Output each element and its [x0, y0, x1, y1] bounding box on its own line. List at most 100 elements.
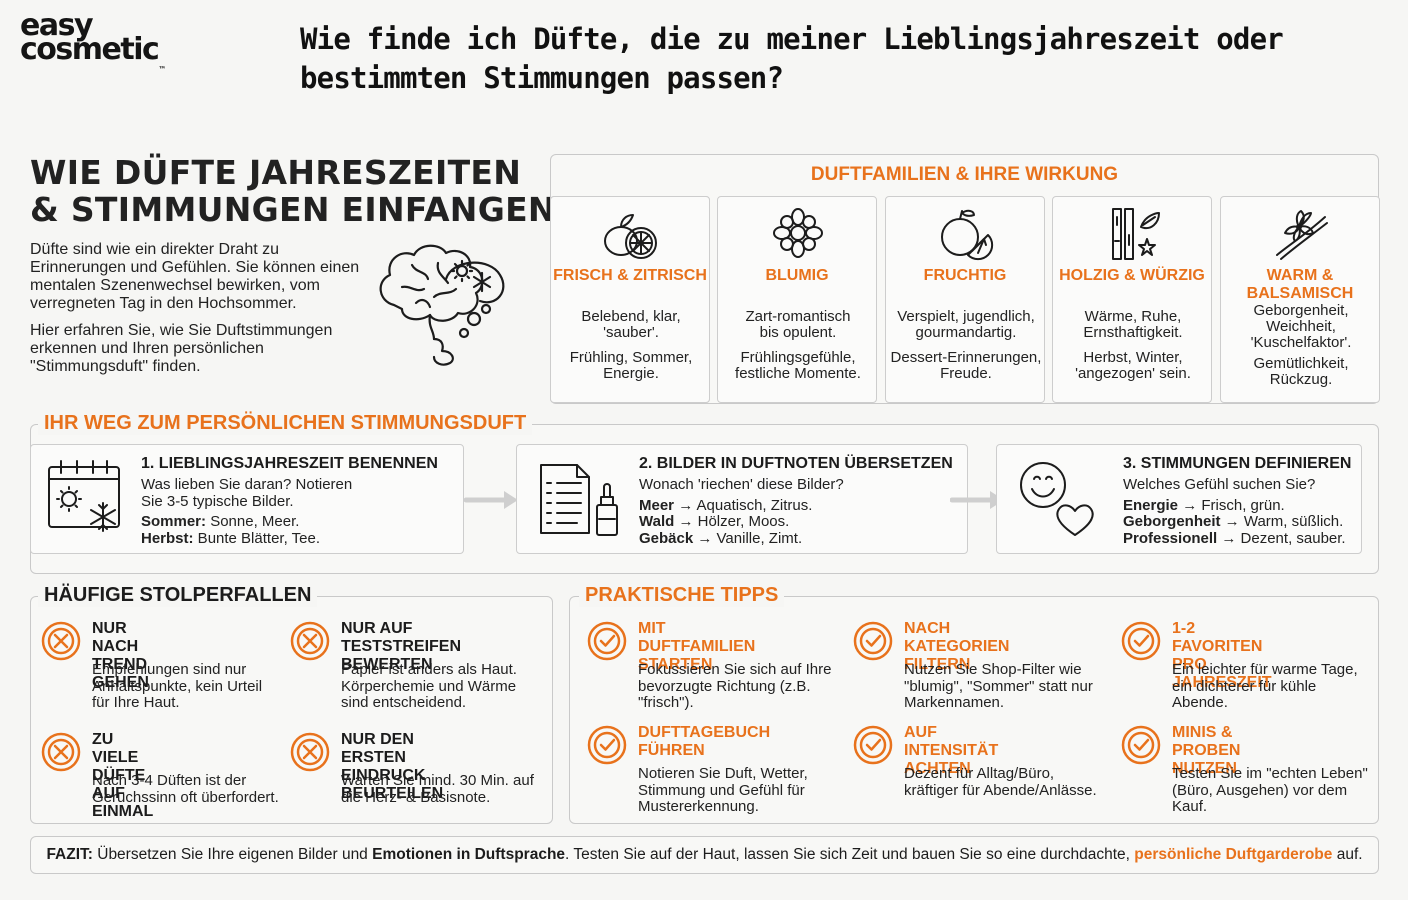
document-bottle-icon: [540, 464, 618, 536]
pitfall-title: ZU VIELE DÜFTE AUF EINMAL: [92, 731, 153, 821]
x-circle-icon: [41, 732, 81, 772]
tips-title: PRAKTISCHE TIPPS: [579, 584, 785, 607]
example-key: Gebäck: [639, 529, 694, 547]
pitfall-title-line: AUF EINMAL: [92, 785, 154, 820]
pitfall-title-line: NUR DEN ERSTEN: [341, 731, 414, 766]
tip-title: MINIS & PROBEN NUTZEN: [1172, 724, 1240, 778]
pitfall-title-line: GEHEN: [92, 674, 149, 691]
pitfall-line: Körperchemie und Wärme: [341, 677, 517, 695]
tip-title-line: NUTZEN: [1172, 760, 1237, 777]
family-name: FRISCH & ZITRISCH: [553, 267, 707, 284]
step-title: 2. BILDER IN DUFTNOTEN ÜBERSETZEN: [639, 455, 953, 472]
logo-line2: cosmetic™: [20, 35, 166, 75]
x-circle-icon: [290, 621, 330, 661]
tip-line: Kauf.: [1172, 798, 1208, 815]
family-season: Frühlingsgefühle, festliche Momente.: [735, 349, 861, 382]
pitfall-title-line: BEWERTEN: [341, 656, 433, 673]
tip-line: (Büro, Ausgehen) vor dem: [1172, 781, 1348, 799]
hero-title-line1: WIE DÜFTE JAHRESZEITEN: [30, 153, 522, 192]
tip-line: bevorzugte Richtung (z.B.: [638, 677, 811, 695]
family-card-fresh-citrus: FRISCH & ZITRISCH Belebend, klar, 'saube…: [550, 196, 710, 403]
family-card-warm-balsamic: WARM & BALSAMISCH Geborgenheit, Weichhei…: [1220, 196, 1380, 403]
brain-nose-icon: [379, 244, 505, 366]
tip-line: Stimmung und Gefühl für: [638, 781, 805, 799]
example-value: → Aquatisch, Zitrus.: [674, 496, 813, 514]
example-key: Sommer:: [141, 513, 207, 530]
conclusion-text: auf.: [1332, 846, 1363, 863]
step-example: Herbst: Bunte Blätter, Tee.: [141, 529, 352, 548]
page-question: Wie finde ich Düfte, die zu meiner Liebl…: [300, 22, 1284, 95]
example-value: Sonne, Meer.: [206, 513, 300, 530]
pitfall-line: Empfehlungen sind nur: [92, 661, 247, 678]
conclusion-emphasis: Emotionen in Duftsprache: [372, 846, 566, 863]
vanilla-icon: [1276, 210, 1328, 260]
tip-text: Testen Sie im "echten Leben" (Büro, Ausge…: [1172, 765, 1372, 816]
tip-line: ein dichterer für kühle: [1172, 677, 1317, 695]
conclusion-text: . Testen Sie auf der Haut, lassen Sie si…: [565, 846, 1135, 863]
example-key: Meer: [639, 496, 675, 514]
family-name: HOLZIG & WÜRZIG: [1059, 267, 1205, 284]
example-key: Wald: [639, 513, 675, 530]
pitfall-title: NUR DEN ERSTEN EINDRUCK BEURTEILEN: [341, 731, 443, 803]
tip-text: Dezent für Alltag/Büro, kräftiger für Abe…: [904, 765, 1124, 799]
citrus-icon: [604, 214, 657, 259]
family-season: Gemütlichkeit, Rückzug.: [1253, 355, 1349, 388]
pitfall-line: Papier ist anders als Haut.: [341, 661, 517, 678]
pitfall-title-line: NUR NACH TREND: [92, 620, 148, 673]
tip-title: DUFTTAGEBUCH FÜHREN: [638, 724, 770, 760]
tip-text: Nutzen Sie Shop-Filter wie "blumig", "Som…: [904, 661, 1114, 712]
pitfall-title-line: NUR AUF TESTSTREIFEN: [341, 620, 462, 655]
example-key: Herbst:: [141, 529, 194, 547]
flower-icon: [773, 208, 823, 258]
tip-title: 1-2 FAVORITEN PRO JAHRESZEIT: [1172, 620, 1272, 692]
step-line: Wonach 'riechen' diese Bilder?: [639, 476, 844, 493]
wood-spice-icon: [1112, 208, 1160, 260]
arrow-right-icon: [464, 491, 518, 509]
step-text: Was lieben Sie daran? Notieren Sie 3-5 t…: [141, 476, 353, 548]
example-value: → Vanille, Zimt.: [693, 529, 803, 547]
step-title: 3. STIMMUNGEN DEFINIEREN: [1123, 455, 1352, 472]
smiley-heart-icon: [1020, 462, 1094, 536]
calendar-season-icon: [48, 460, 120, 532]
tip-title: AUF INTENSITÄT ACHTEN: [904, 724, 998, 778]
tip-title-line: 1-2 FAVORITEN: [1172, 620, 1263, 655]
step-text: Welches Gefühl suchen Sie? Energie → Fri…: [1123, 476, 1346, 548]
check-circle-icon: [1121, 725, 1161, 765]
family-card-floral: BLUMIG Zart-romantisch bis opulent. Früh…: [717, 196, 877, 403]
step-card-3: 3. STIMMUNGEN DEFINIEREN Welches Gefühl …: [996, 444, 1362, 554]
tip-title-line: NACH KATEGORIEN: [904, 620, 1010, 655]
tip-text: Fokussieren Sie sich auf Ihre bevorzugte …: [638, 661, 848, 712]
tip-line: Mustererkennung.: [638, 798, 759, 815]
conclusion-bar: FAZIT: Übersetzen Sie Ihre eigenen Bilde…: [30, 836, 1379, 874]
family-season: Dessert-Erinnerungen, Freude.: [890, 349, 1042, 382]
tip-line: "frisch").: [638, 694, 694, 711]
family-card-woody-spicy: HOLZIG & WÜRZIG Wärme, Ruhe, Ernsthaftig…: [1052, 196, 1212, 403]
tip-title: MIT DUFTFAMILIEN STARTEN: [638, 620, 755, 674]
pitfall-title-line: ZU VIELE DÜFTE: [92, 731, 146, 784]
check-circle-icon: [853, 725, 893, 765]
step-card-1: 1. LIEBLINGSJAHRESZEIT BENENNEN Was lieb…: [30, 444, 464, 554]
hero-paragraph-2: Hier erfahren Sie, wie Sie Duftstimmunge…: [30, 322, 333, 375]
conclusion-text: Übersetzen Sie Ihre eigenen Bilder und: [92, 846, 373, 863]
tip-title-line: STARTEN: [638, 656, 713, 673]
pitfall-line: Anhaltspunkte, kein Urteil: [92, 677, 263, 695]
x-circle-icon: [41, 621, 81, 661]
step-line: Was lieben Sie daran? Notieren: [141, 476, 353, 493]
family-name: BLUMIG: [765, 267, 829, 284]
step-line: Sie 3-5 typische Bilder.: [141, 492, 294, 510]
tip-title-line: DUFTTAGEBUCH: [638, 724, 771, 741]
tip-line: Fokussieren Sie sich auf Ihre: [638, 661, 832, 678]
tip-title-line: FÜHREN: [638, 742, 705, 759]
tip-line: Testen Sie im "echten Leben": [1172, 765, 1368, 782]
pitfalls-title: HÄUFIGE STOLPERFALLEN: [38, 584, 318, 607]
family-name: WARM & BALSAMISCH: [1246, 267, 1354, 302]
check-circle-icon: [587, 621, 627, 661]
pitfall-text: Papier ist anders als Haut. Körperchemie …: [341, 661, 541, 712]
hero-title: WIE DÜFTE JAHRESZEITEN & STIMMUNGEN EINF…: [30, 154, 556, 228]
step-example: Gebäck → Vanille, Zimt.: [639, 529, 844, 548]
step-example: Professionell → Dezent, sauber.: [1123, 530, 1346, 548]
tip-line: Markennamen.: [904, 694, 1005, 711]
check-circle-icon: [1121, 621, 1161, 661]
step-title: 1. LIEBLINGSJAHRESZEIT BENENNEN: [141, 455, 438, 472]
tip-title-line: AUF INTENSITÄT: [904, 724, 999, 759]
